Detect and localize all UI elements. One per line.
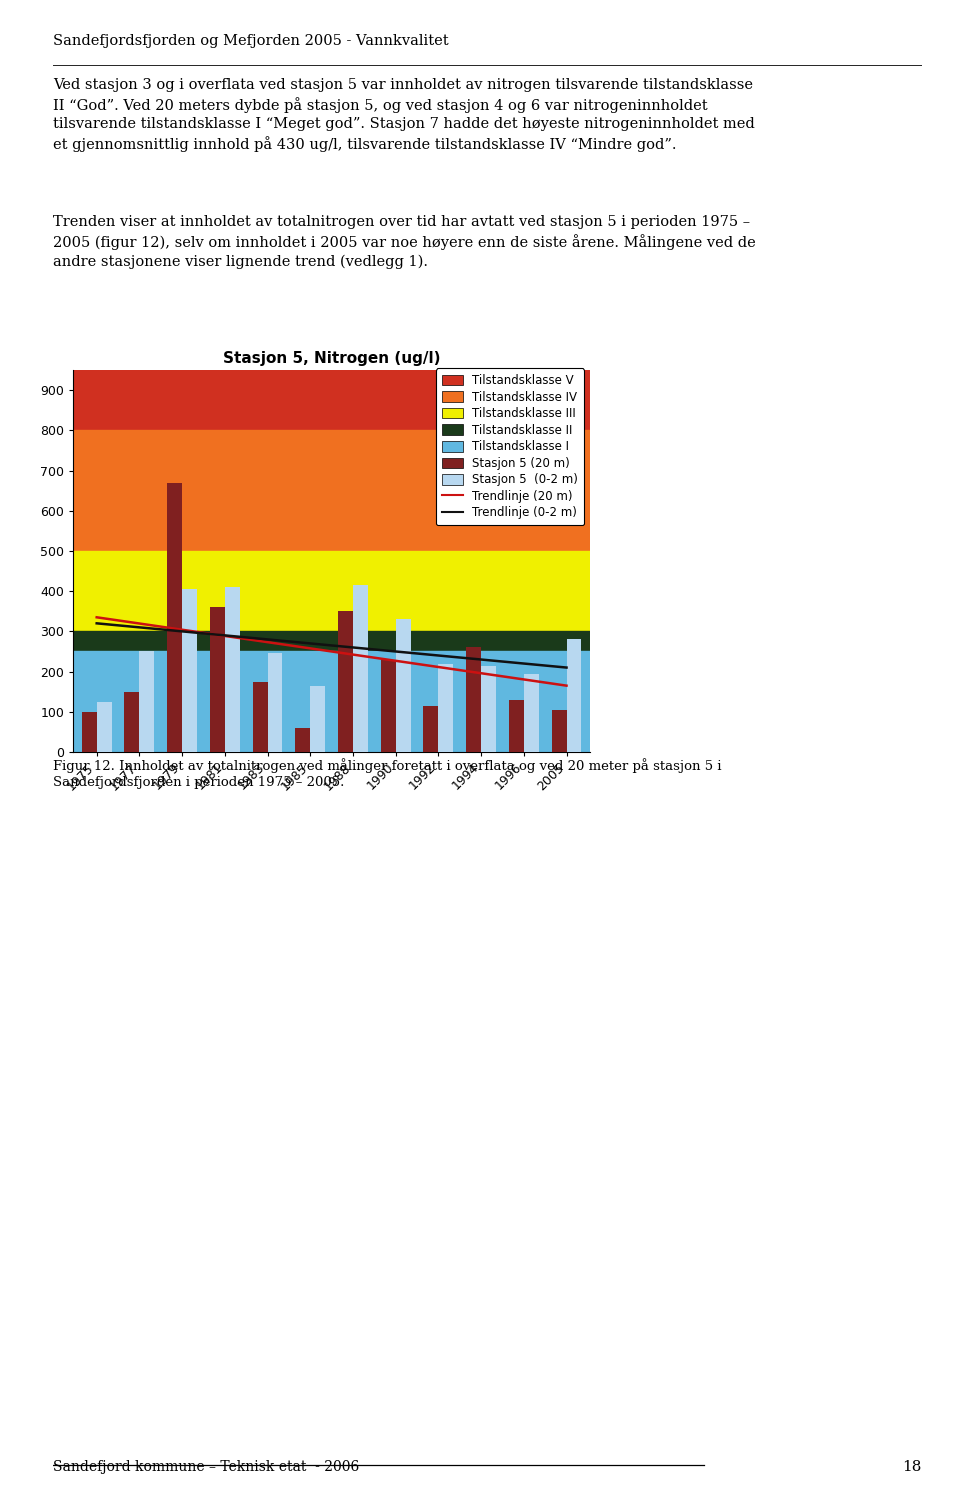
Bar xyxy=(82,712,97,752)
Bar xyxy=(252,682,268,752)
Title: Stasjon 5, Nitrogen (ug/l): Stasjon 5, Nitrogen (ug/l) xyxy=(223,351,441,366)
Bar xyxy=(423,706,439,752)
Text: Sandefjordsfjorden og Mefjorden 2005 - Vannkvalitet: Sandefjordsfjorden og Mefjorden 2005 - V… xyxy=(53,33,448,48)
Bar xyxy=(481,665,496,752)
Bar xyxy=(167,482,182,752)
Bar xyxy=(524,674,539,752)
Bar xyxy=(97,701,111,752)
Bar xyxy=(73,370,590,430)
Bar xyxy=(566,640,582,752)
Bar xyxy=(73,430,590,551)
Bar xyxy=(210,607,225,752)
Bar xyxy=(139,652,155,752)
Legend: Tilstandsklasse V, Tilstandsklasse IV, Tilstandsklasse III, Tilstandsklasse II, : Tilstandsklasse V, Tilstandsklasse IV, T… xyxy=(436,369,584,526)
Bar xyxy=(310,686,325,752)
Bar xyxy=(381,659,396,752)
Bar xyxy=(338,611,353,752)
Bar xyxy=(268,653,282,752)
Text: Sandefjord kommune – Teknisk etat  - 2006: Sandefjord kommune – Teknisk etat - 2006 xyxy=(53,1461,359,1474)
Bar xyxy=(396,619,411,752)
Bar xyxy=(225,587,240,752)
Bar xyxy=(73,551,590,631)
Bar xyxy=(439,664,453,752)
Text: Trenden viser at innholdet av totalnitrogen over tid har avtatt ved stasjon 5 i : Trenden viser at innholdet av totalnitro… xyxy=(53,216,756,270)
Bar xyxy=(182,589,197,752)
Bar xyxy=(353,586,368,752)
Bar xyxy=(73,631,590,652)
Bar xyxy=(552,710,566,752)
Text: Figur 12. Innholdet av totalnitrogen ved målinger foretatt i overflata og ved 20: Figur 12. Innholdet av totalnitrogen ved… xyxy=(53,758,721,789)
Text: Ved stasjon 3 og i overflata ved stasjon 5 var innholdet av nitrogen tilsvarende: Ved stasjon 3 og i overflata ved stasjon… xyxy=(53,78,755,153)
Text: 18: 18 xyxy=(902,1461,922,1474)
Bar xyxy=(73,652,590,752)
Bar xyxy=(296,728,310,752)
Bar xyxy=(467,647,481,752)
Bar xyxy=(125,692,139,752)
Bar xyxy=(509,700,524,752)
